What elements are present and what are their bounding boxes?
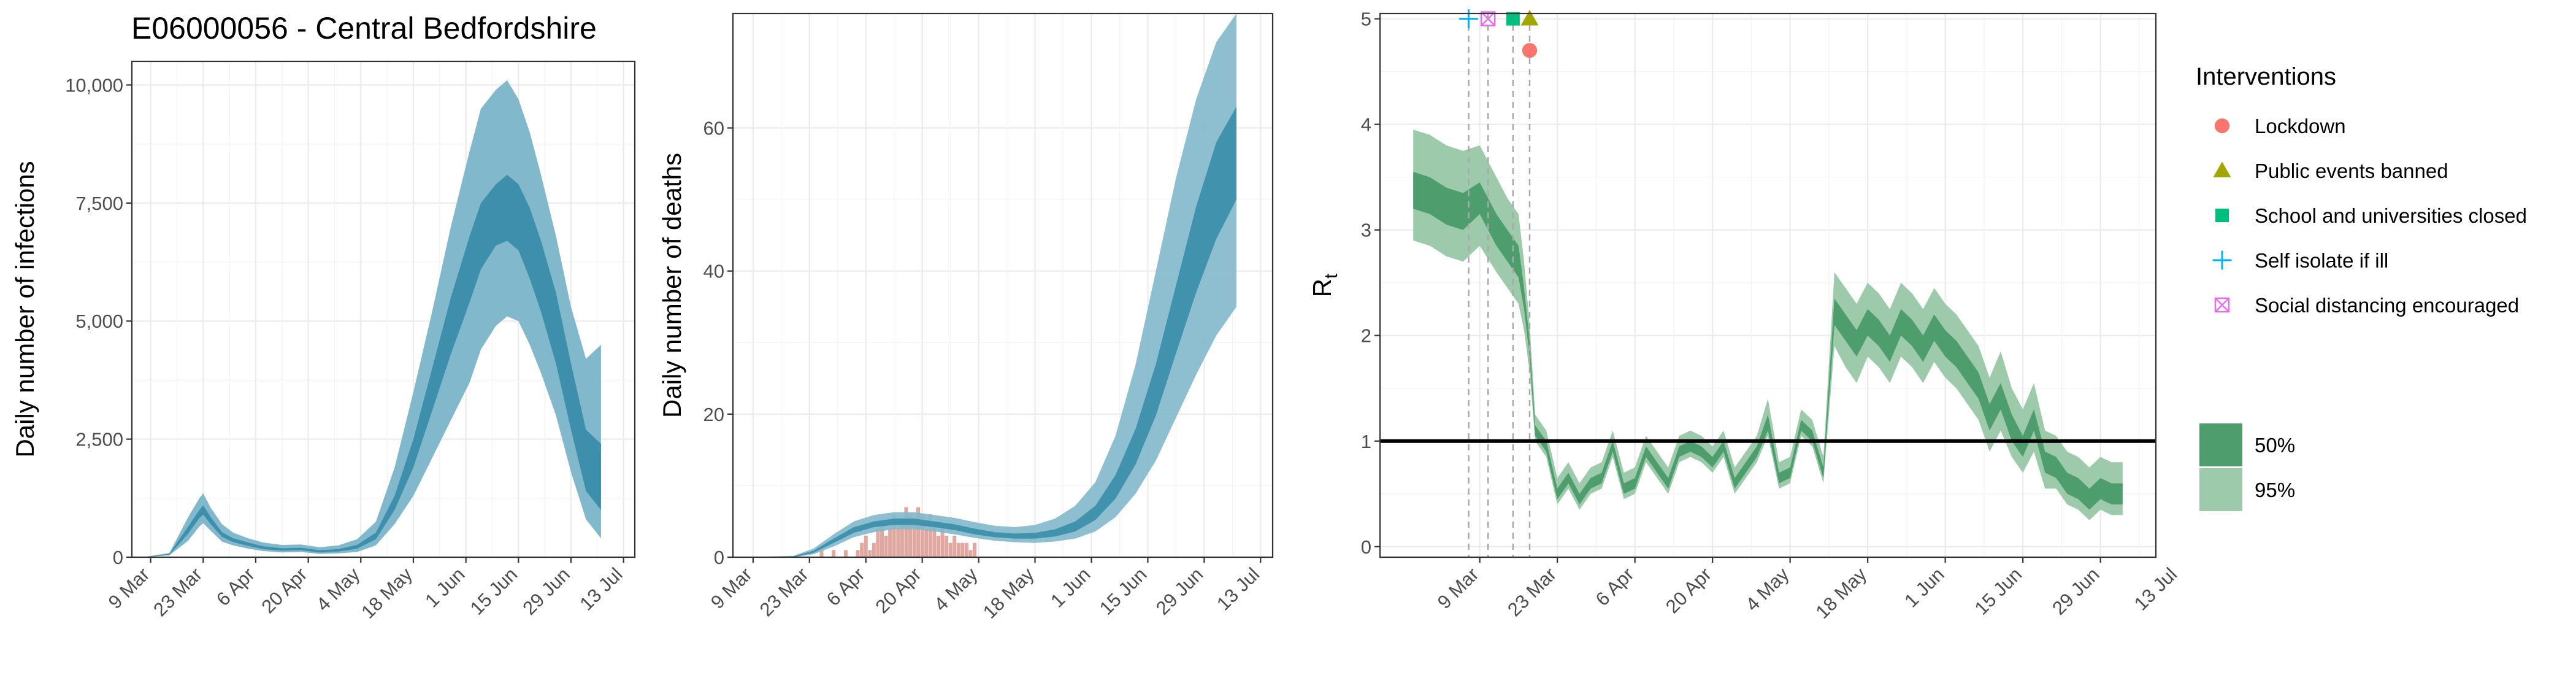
y-tick-label: 10,000 bbox=[65, 74, 123, 96]
death-bar bbox=[872, 542, 876, 557]
intervention-marker bbox=[1520, 10, 1539, 26]
death-bar bbox=[956, 542, 960, 557]
death-bar bbox=[860, 542, 864, 557]
legend-title: Interventions bbox=[2196, 63, 2336, 90]
y-axis-title: Rt bbox=[1308, 273, 1341, 297]
legend-marker-d2 bbox=[2215, 298, 2229, 312]
panel-border bbox=[1379, 12, 2157, 558]
interval-swatch bbox=[2199, 468, 2242, 511]
legend-marker-box bbox=[2214, 297, 2230, 313]
plot-background bbox=[1380, 14, 2156, 557]
death-bar bbox=[953, 536, 957, 557]
death-bar bbox=[832, 550, 836, 557]
death-bar bbox=[960, 542, 965, 557]
legend-marker bbox=[2215, 209, 2229, 222]
ribbon-95 bbox=[1413, 129, 2123, 520]
interval-label: 50% bbox=[2255, 434, 2295, 457]
legend: Interventions Lockdown Public events bann… bbox=[2196, 63, 2527, 511]
y-tick-label: 4 bbox=[1361, 114, 1371, 136]
intervention-marker-box bbox=[1480, 11, 1496, 26]
y-tick-label: 0 bbox=[714, 547, 724, 568]
y-tick-label: 2 bbox=[1361, 325, 1371, 347]
death-bar bbox=[973, 542, 977, 557]
death-bar bbox=[964, 542, 968, 557]
death-bar bbox=[880, 521, 884, 557]
interval-swatch bbox=[2199, 423, 2242, 466]
y-tick-label: 60 bbox=[703, 118, 724, 139]
y-tick-label: 20 bbox=[703, 404, 724, 425]
death-bar bbox=[868, 550, 872, 557]
legend-label: School and universities closed bbox=[2255, 204, 2527, 227]
death-bar bbox=[819, 550, 824, 557]
death-bar bbox=[945, 536, 949, 557]
legend-marker bbox=[2212, 250, 2232, 270]
death-bar bbox=[856, 550, 860, 557]
death-bar bbox=[864, 536, 868, 557]
death-bar bbox=[888, 528, 892, 557]
death-bar bbox=[924, 528, 929, 557]
death-bar bbox=[900, 521, 904, 557]
death-bar bbox=[928, 514, 932, 557]
legend-marker bbox=[2214, 297, 2230, 313]
legend-label: Public events banned bbox=[2255, 160, 2448, 182]
death-bar bbox=[912, 521, 916, 557]
legend-label: Self isolate if ill bbox=[2255, 249, 2388, 272]
death-bar bbox=[948, 542, 953, 557]
intervention-marker bbox=[1522, 43, 1538, 58]
panel-border bbox=[131, 60, 636, 558]
death-bar bbox=[936, 536, 940, 557]
y-axis-title-main: R bbox=[1308, 279, 1336, 297]
interventions-legend: Lockdown Public events banned School and u… bbox=[2212, 115, 2527, 317]
death-bar bbox=[892, 514, 896, 557]
intervals-legend: 50% 95% bbox=[2199, 423, 2295, 511]
death-bar bbox=[932, 521, 937, 557]
death-bar bbox=[884, 536, 888, 557]
death-bar bbox=[904, 507, 908, 557]
death-bar bbox=[908, 514, 912, 557]
death-bar bbox=[968, 550, 973, 557]
death-bar bbox=[843, 550, 848, 557]
legend-marker bbox=[2213, 161, 2231, 177]
y-tick-label: 7,500 bbox=[75, 193, 123, 214]
intervention-marker bbox=[1459, 9, 1478, 29]
figure-title: E06000056 - Central Bedfordshire bbox=[131, 11, 597, 45]
legend-label: Lockdown bbox=[2255, 115, 2346, 137]
y-axis-title: Daily number of deaths bbox=[657, 153, 686, 418]
y-tick-label: 0 bbox=[1361, 536, 1371, 558]
intervention-marker bbox=[1480, 11, 1496, 26]
ribbon-50 bbox=[1413, 172, 2123, 510]
y-tick-label: 5,000 bbox=[75, 311, 123, 332]
interval-label: 95% bbox=[2255, 479, 2295, 501]
y-tick-label: 2,500 bbox=[75, 429, 123, 450]
death-bar bbox=[920, 514, 924, 557]
death-bar bbox=[916, 507, 921, 557]
y-tick-label: 3 bbox=[1361, 220, 1371, 241]
y-tick-label: 40 bbox=[703, 261, 724, 282]
legend-label: Social distancing encouraged bbox=[2255, 294, 2519, 317]
panel-border bbox=[732, 12, 1274, 558]
y-tick-label: 0 bbox=[113, 547, 123, 568]
legend-marker bbox=[2214, 118, 2230, 134]
intervention-marker-d2 bbox=[1481, 11, 1496, 26]
y-tick-label: 5 bbox=[1361, 9, 1371, 30]
death-bar bbox=[940, 528, 945, 557]
y-tick-label: 1 bbox=[1361, 431, 1371, 452]
y-axis-title: Daily number of infections bbox=[10, 161, 39, 457]
death-bar bbox=[896, 528, 900, 557]
intervention-marker bbox=[1506, 12, 1520, 26]
death-bar bbox=[876, 528, 880, 557]
y-axis-title-subscript: t bbox=[1321, 273, 1341, 279]
